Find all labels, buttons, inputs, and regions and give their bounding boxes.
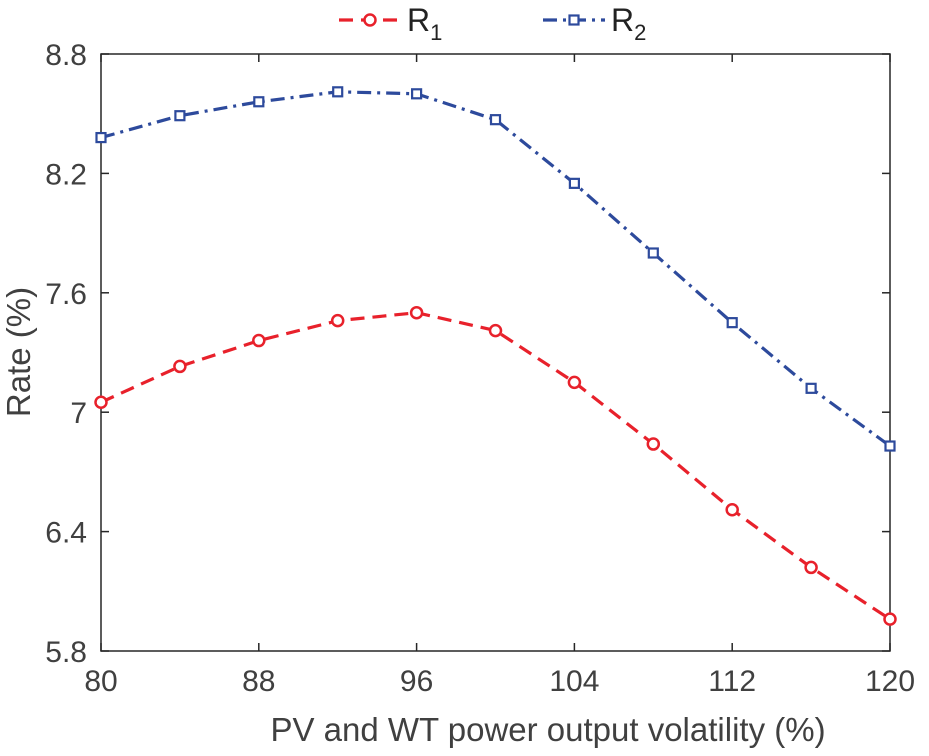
y-axis-title: Rate (%) bbox=[0, 287, 37, 417]
y-tick-label: 8.8 bbox=[45, 39, 87, 72]
x-tick-labels: 80 88 96 104 112 120 bbox=[84, 665, 915, 698]
x-tick-label: 96 bbox=[400, 665, 433, 698]
legend-label: R2 bbox=[611, 2, 646, 45]
legend-marker bbox=[568, 14, 580, 26]
legend: R1 R2 bbox=[339, 2, 646, 45]
x-tick-label: 88 bbox=[242, 665, 275, 698]
series-r1-point bbox=[488, 323, 503, 338]
series-r2-point bbox=[647, 247, 659, 259]
y-tick-label: 5.8 bbox=[45, 636, 87, 669]
x-tick-label: 80 bbox=[84, 665, 117, 698]
legend-label-subscript: 2 bbox=[634, 20, 646, 45]
series-r1-point bbox=[804, 560, 818, 575]
series-r1-point bbox=[173, 359, 187, 374]
legend-label-main: R bbox=[407, 2, 430, 38]
series-r1-point bbox=[646, 437, 661, 451]
legend-label-main: R bbox=[611, 2, 634, 38]
x-axis-title: PV and WT power output volatility (%) bbox=[270, 711, 825, 748]
y-tick-labels: 5.8 6.4 7 7.6 8.2 8.8 bbox=[45, 39, 87, 669]
series-r2-point bbox=[411, 88, 423, 100]
series-r2-point bbox=[726, 317, 738, 329]
series-r1-point bbox=[330, 313, 345, 328]
series-r2 bbox=[95, 86, 896, 452]
series-r1-line bbox=[100, 311, 891, 621]
x-tick-label: 104 bbox=[549, 665, 599, 698]
series-r1-point bbox=[252, 333, 266, 348]
series-r1-point bbox=[883, 612, 897, 626]
series-r1 bbox=[94, 305, 897, 626]
series-r1-point bbox=[94, 395, 108, 409]
legend-label: R1 bbox=[407, 2, 442, 45]
x-tick-label: 120 bbox=[865, 665, 915, 698]
series-r2-point bbox=[568, 177, 581, 189]
series-r1-point bbox=[725, 502, 739, 517]
y-tick-label: 7.6 bbox=[45, 278, 87, 311]
series-r2-point bbox=[174, 110, 186, 122]
axis-ticks bbox=[100, 53, 891, 652]
series-r2-point bbox=[332, 86, 344, 98]
x-tick-label: 112 bbox=[708, 665, 756, 698]
series-r2-point bbox=[253, 96, 265, 108]
series-r1-point bbox=[567, 375, 582, 390]
legend-label-subscript: 1 bbox=[430, 20, 442, 45]
series-layer bbox=[94, 86, 897, 626]
plot-area bbox=[100, 53, 891, 652]
legend-item-r2: R2 bbox=[543, 2, 646, 45]
y-tick-label: 7 bbox=[70, 397, 87, 430]
series-r2-point bbox=[805, 382, 817, 394]
series-r2-point bbox=[95, 131, 107, 144]
legend-item-r1: R1 bbox=[339, 2, 442, 45]
legend-marker bbox=[363, 13, 377, 27]
series-r2-point bbox=[489, 114, 502, 126]
series-r1-point bbox=[409, 305, 424, 320]
y-tick-label: 8.2 bbox=[45, 158, 87, 191]
y-tick-label: 6.4 bbox=[45, 517, 87, 550]
series-r2-point bbox=[884, 440, 896, 452]
